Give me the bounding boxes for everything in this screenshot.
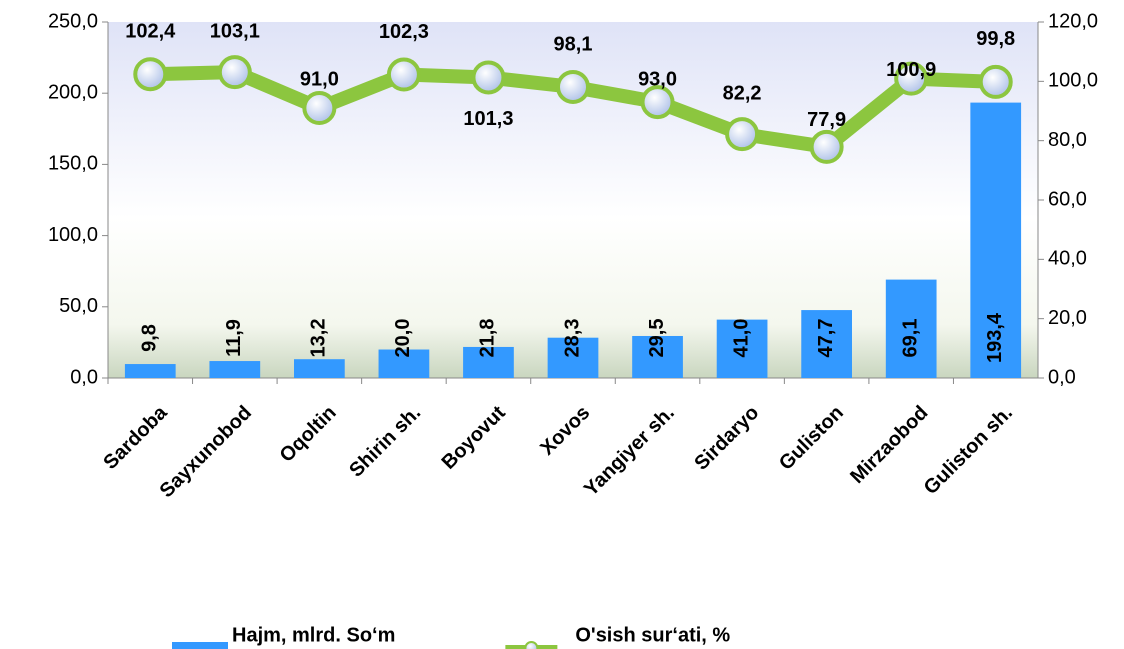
bar-value-label: 47,7 — [815, 319, 837, 358]
x-tick-label: Xovos — [536, 402, 594, 460]
line-value-label: 101,3 — [463, 108, 513, 130]
line-marker — [217, 55, 252, 90]
line-value-label: 91,0 — [300, 68, 339, 90]
bar — [378, 349, 430, 378]
bar-value-label: 13,2 — [308, 319, 330, 358]
x-tick-label: Oqoltin — [276, 402, 341, 467]
legend-label: Hajm, mlrd. So‘m — [232, 624, 395, 646]
y-tick-label: 0,0 — [70, 366, 98, 388]
bar — [209, 361, 261, 378]
line-marker — [894, 61, 929, 96]
bar-value-label: 193,4 — [984, 312, 1006, 363]
bar — [463, 346, 514, 378]
line-marker — [725, 117, 760, 152]
bar-value-label: 11,9 — [223, 319, 245, 357]
y2-tick-label: 40,0 — [1048, 248, 1087, 270]
y-tick-label: 200,0 — [48, 81, 98, 103]
line-marker — [809, 129, 844, 164]
y2-tick-label: 0,0 — [1048, 366, 1076, 388]
bar-value-label: 29,5 — [646, 319, 668, 358]
x-tick-label: Sirdaryo — [690, 402, 763, 475]
line-marker — [133, 57, 168, 92]
line-marker — [978, 64, 1013, 99]
y-tick-label: 250,0 — [48, 10, 98, 32]
y-tick-label: 150,0 — [48, 153, 98, 175]
line-marker — [556, 69, 590, 104]
y-tick-label: 50,0 — [59, 295, 98, 317]
line-value-label: 99,8 — [976, 28, 1015, 50]
y2-tick-label: 20,0 — [1048, 307, 1087, 329]
y2-tick-label: 120,0 — [1048, 10, 1098, 32]
bar — [124, 364, 176, 378]
line-marker — [302, 91, 337, 126]
bar-value-label: 41,0 — [730, 319, 752, 358]
line-value-label: 102,3 — [379, 21, 429, 43]
x-tick-label: Shirin sh. — [345, 402, 425, 482]
line-marker — [471, 60, 506, 95]
x-tick-label: Yangiyer sh. — [580, 402, 679, 501]
line-marker — [640, 85, 675, 120]
line-value-label: 98,1 — [554, 33, 593, 55]
line-value-label: 77,9 — [807, 109, 846, 131]
bar-value-label: 28,3 — [561, 319, 583, 358]
y2-tick-label: 100,0 — [1048, 70, 1098, 92]
x-tick-label: Mirzaobod — [846, 402, 932, 488]
bar-value-label: 9,8 — [139, 324, 161, 352]
line-marker — [386, 57, 421, 92]
bar — [970, 102, 1022, 379]
line-value-label: 102,4 — [125, 20, 176, 42]
bar-value-label: 21,8 — [477, 319, 499, 358]
x-tick-label: Sardoba — [99, 401, 172, 474]
bar — [885, 279, 937, 378]
bar — [716, 319, 768, 378]
x-tick-label: Boyovut — [438, 401, 510, 473]
x-tick-label: Guliston sh. — [920, 402, 1017, 499]
y2-tick-label: 60,0 — [1048, 188, 1087, 210]
line-value-label: 100,9 — [886, 59, 936, 81]
line-value-label: 103,1 — [210, 20, 260, 42]
x-tick-label: Guliston — [775, 402, 848, 475]
y-tick-label: 100,0 — [48, 224, 98, 246]
legend-swatch — [172, 642, 228, 649]
bar — [801, 310, 852, 378]
line-value-label: 82,2 — [723, 82, 762, 104]
bar — [547, 337, 599, 378]
line-value-label: 93,0 — [638, 68, 677, 90]
bar — [294, 359, 345, 378]
bar-value-label: 20,0 — [392, 319, 414, 358]
y2-tick-label: 80,0 — [1048, 129, 1087, 151]
bar — [632, 335, 683, 378]
legend-marker — [524, 641, 539, 649]
legend-label: O'sish sur‘ati, % — [575, 624, 730, 646]
bar-value-label: 69,1 — [899, 319, 921, 358]
